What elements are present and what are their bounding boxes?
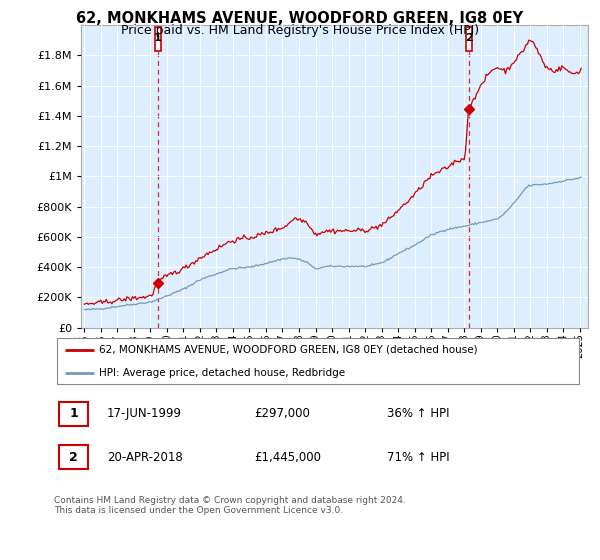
Text: 2: 2 bbox=[465, 33, 473, 43]
Text: 1: 1 bbox=[154, 33, 162, 43]
Text: 2: 2 bbox=[70, 451, 78, 464]
Text: 20-APR-2018: 20-APR-2018 bbox=[107, 451, 182, 464]
Text: 36% ↑ HPI: 36% ↑ HPI bbox=[386, 407, 449, 421]
Text: Price paid vs. HM Land Registry's House Price Index (HPI): Price paid vs. HM Land Registry's House … bbox=[121, 24, 479, 36]
Text: 1: 1 bbox=[70, 407, 78, 421]
FancyBboxPatch shape bbox=[155, 27, 161, 51]
Text: £297,000: £297,000 bbox=[254, 407, 311, 421]
Text: 17-JUN-1999: 17-JUN-1999 bbox=[107, 407, 182, 421]
Text: Contains HM Land Registry data © Crown copyright and database right 2024.
This d: Contains HM Land Registry data © Crown c… bbox=[54, 496, 406, 515]
FancyBboxPatch shape bbox=[59, 402, 88, 426]
Text: HPI: Average price, detached house, Redbridge: HPI: Average price, detached house, Redb… bbox=[99, 368, 345, 378]
FancyBboxPatch shape bbox=[56, 338, 580, 384]
Text: 62, MONKHAMS AVENUE, WOODFORD GREEN, IG8 0EY: 62, MONKHAMS AVENUE, WOODFORD GREEN, IG8… bbox=[76, 11, 524, 26]
FancyBboxPatch shape bbox=[466, 27, 472, 51]
Text: 71% ↑ HPI: 71% ↑ HPI bbox=[386, 451, 449, 464]
Text: £1,445,000: £1,445,000 bbox=[254, 451, 322, 464]
FancyBboxPatch shape bbox=[59, 445, 88, 469]
Text: 62, MONKHAMS AVENUE, WOODFORD GREEN, IG8 0EY (detached house): 62, MONKHAMS AVENUE, WOODFORD GREEN, IG8… bbox=[99, 344, 478, 354]
